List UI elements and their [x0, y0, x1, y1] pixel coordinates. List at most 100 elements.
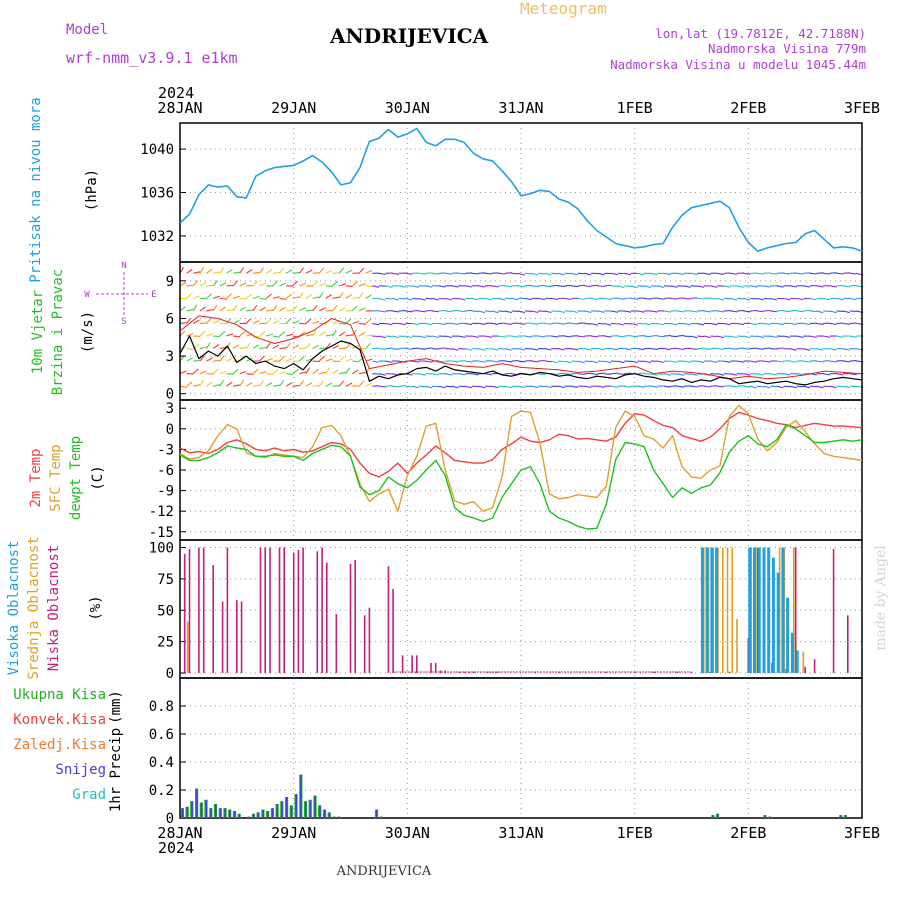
wind-arrow	[829, 272, 837, 274]
pressure-label: Pritisak na nivou mora	[28, 97, 44, 282]
wind-arrow	[769, 297, 778, 301]
wind-arrow	[365, 269, 373, 274]
cloud-low-bar	[392, 588, 394, 673]
wind-arrow	[690, 348, 698, 351]
wind-arrow	[206, 268, 213, 274]
wind-arrow	[239, 282, 247, 287]
wind-arrow	[544, 285, 552, 288]
wind-arrow	[842, 322, 851, 325]
wind-arrow	[411, 285, 420, 288]
cloud-high-bar	[786, 597, 790, 673]
wind-arrow	[478, 385, 486, 389]
wind-arrow	[577, 335, 585, 338]
wind-arrow	[332, 369, 339, 375]
wind-arrow	[730, 385, 738, 388]
wind-arrow	[743, 373, 751, 376]
wind-arrow	[803, 360, 811, 363]
wind-arrow	[213, 360, 221, 362]
cloud-mid-bar	[731, 547, 733, 673]
precip-snow-bar	[290, 805, 293, 818]
precip-snow-bar	[281, 801, 283, 818]
wind-arrow	[305, 342, 311, 349]
wind-arrow	[438, 285, 446, 288]
wind-arrow	[677, 373, 685, 376]
cloud-low-bar	[269, 547, 271, 673]
cloud-label-low: Niska Oblacnost	[46, 545, 62, 671]
wind-arrow	[266, 373, 274, 376]
wind-arrow	[392, 272, 400, 275]
wind-arrow	[829, 348, 837, 351]
wind-arrow	[292, 384, 300, 387]
wind-arrow	[730, 335, 738, 339]
wind-arrow	[604, 297, 612, 300]
wind-arrow	[703, 385, 711, 388]
wind-arrow	[318, 307, 326, 312]
cloud-mid-bar	[186, 621, 189, 673]
wind-arrow	[279, 267, 285, 274]
cloud-mid-bar	[736, 619, 738, 673]
wind-arrow	[809, 310, 817, 313]
wind-arrow	[478, 360, 486, 363]
wind-arrow	[716, 373, 725, 376]
wind-arrow	[398, 297, 406, 300]
wind-arrow	[756, 297, 764, 301]
wind-arrow	[392, 297, 400, 301]
wind-arrow	[471, 335, 479, 338]
wind-arrow	[445, 335, 453, 339]
wind-arrow	[398, 322, 406, 326]
wind-arrow	[465, 285, 473, 288]
wind-arrow	[345, 294, 352, 299]
wind-arrow	[610, 322, 619, 325]
wind-arrow	[358, 307, 366, 312]
wind-arrow	[312, 369, 319, 375]
wind-arrow	[644, 297, 652, 300]
precip-snow-bar	[252, 813, 255, 818]
wind-arrow	[265, 342, 271, 349]
wind-arrow	[345, 269, 353, 274]
wind-arrow	[842, 385, 851, 389]
wind-arrow	[597, 285, 605, 288]
wind-arrow	[418, 310, 426, 313]
wind-arrow	[392, 310, 400, 313]
time-label-bottom: 31JAN	[498, 824, 543, 842]
pressure-line	[179, 127, 863, 252]
wind-arrow	[577, 373, 585, 376]
wind-arrow	[723, 385, 731, 387]
y-tick-label: 50	[157, 603, 174, 619]
model-label: Model	[66, 22, 108, 38]
precip-snow-bar	[214, 804, 217, 818]
cloud-low-bar	[221, 601, 224, 673]
precip-snow-bar	[186, 806, 189, 818]
wind-arrow	[292, 368, 299, 375]
wind-arrow	[252, 304, 258, 312]
wind-arrow	[458, 297, 466, 301]
wind-arrow	[418, 373, 426, 376]
wind-arrow	[358, 371, 366, 375]
wind-arrow	[318, 267, 325, 274]
wind-arrow	[770, 385, 778, 388]
wind-arrow	[186, 268, 193, 274]
wind-arrow	[285, 293, 293, 299]
wind-arrow	[789, 309, 798, 312]
wind-arrow	[219, 380, 224, 387]
precip-legend-graupel: Grad	[72, 787, 106, 803]
time-label-bottom: 1FEB	[617, 824, 653, 842]
wind-arrow	[298, 355, 305, 362]
dewpt-line	[179, 424, 863, 530]
wind-arrow	[431, 385, 439, 388]
wind-arrow	[405, 310, 413, 313]
wind-arrow	[458, 373, 466, 376]
wind-arrow	[458, 310, 466, 313]
wind-arrow	[829, 322, 837, 325]
wind-arrow	[239, 306, 246, 312]
cloud-high-bar	[715, 547, 719, 673]
wind-arrow	[332, 296, 340, 299]
wind-arrow	[405, 385, 413, 388]
cloud-low-bar	[847, 615, 849, 673]
wind-arrow	[318, 355, 325, 362]
wind-arrow	[385, 385, 393, 387]
wind-arrow	[325, 367, 330, 374]
precip-snow-bar	[196, 788, 198, 818]
wind-arrow	[226, 309, 234, 312]
cloud-mid-bar	[793, 547, 795, 673]
